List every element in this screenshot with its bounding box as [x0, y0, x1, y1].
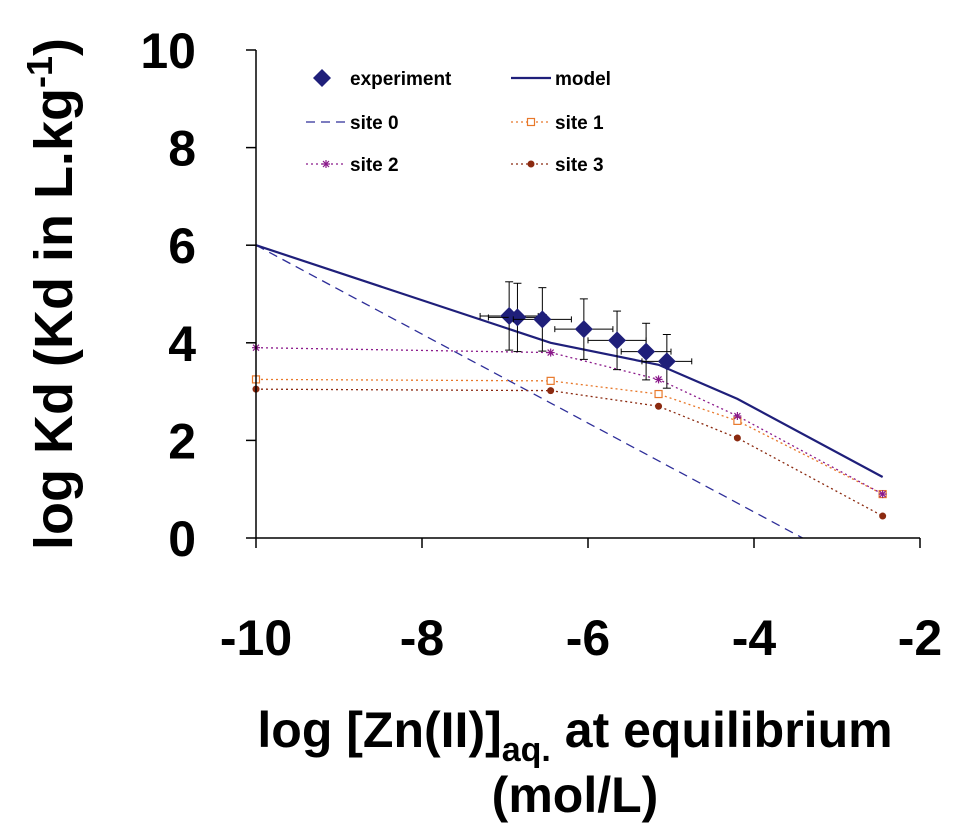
point-site3-1 — [547, 387, 555, 395]
legend-item-experiment: experiment — [313, 69, 452, 90]
y-axis-title-main: log Kd (Kd in L.kg — [24, 88, 84, 550]
experiment-marker-0 — [500, 306, 519, 325]
x-tick-label-1: -8 — [400, 610, 444, 666]
x-tick-label-2: -6 — [566, 610, 610, 666]
legend-label-site2: site 2 — [350, 155, 399, 176]
legend-label-site1: site 1 — [555, 113, 604, 134]
series-line-site2 — [256, 347, 883, 495]
point-site3-3 — [733, 434, 741, 442]
x-axis-title-line2: (mol/L) — [492, 767, 659, 823]
legend-item-site3: site 3 — [511, 155, 604, 176]
legend-label-site0: site 0 — [350, 113, 399, 134]
legend-label-experiment: experiment — [350, 69, 452, 90]
plot-area — [251, 244, 887, 538]
experiment-marker-3 — [574, 320, 593, 339]
legend-marker-site2 — [322, 160, 330, 168]
x-axis-title: log [Zn(II)]aq. at equilibrium — [257, 702, 892, 769]
legend: experiment model site 0 site 1 site 2 site 3 — [306, 69, 611, 176]
experiment-point-2 — [512, 287, 572, 352]
series-line-site1 — [256, 378, 883, 495]
experiment-point-6 — [641, 334, 693, 389]
legend-marker-experiment — [313, 69, 331, 87]
point-site1-1 — [546, 376, 555, 385]
y-tick-label-4: 8 — [168, 121, 196, 177]
experiment-point-4 — [587, 310, 647, 371]
legend-item-model: model — [511, 69, 611, 90]
point-site3-2 — [655, 402, 663, 410]
y-axis-title: log Kd (Kd in L.kg-1) — [19, 38, 84, 550]
y-axis-title-close: ) — [24, 38, 84, 56]
point-site3-4 — [879, 512, 887, 520]
legend-marker-site3 — [527, 160, 535, 168]
y-tick-label-1: 2 — [168, 413, 196, 469]
experiment-marker-4 — [608, 331, 627, 350]
point-site1-2 — [654, 389, 663, 399]
experiment-marker-2 — [533, 310, 552, 329]
x-tick-label-3: -4 — [732, 610, 777, 666]
point-site2-3 — [733, 412, 742, 420]
legend-item-site2: site 2 — [306, 155, 399, 176]
experiment-point-0 — [479, 281, 539, 351]
y-tick-label-2: 4 — [168, 316, 196, 372]
experiment-point-5 — [620, 322, 672, 381]
y-tick-label-0: 0 — [168, 511, 196, 567]
legend-marker-site1 — [526, 117, 536, 127]
legend-item-site1: site 1 — [511, 113, 604, 134]
x-axis-title-rest: at equilibrium — [551, 702, 893, 758]
y-tick-label-3: 6 — [168, 218, 196, 274]
experiment-marker-5 — [637, 342, 656, 361]
series-line-model — [256, 244, 884, 478]
x-tick-label-0: -10 — [220, 610, 292, 666]
legend-label-model: model — [555, 69, 611, 90]
experiment-point-3 — [554, 298, 614, 360]
x-tick-label-4: -2 — [898, 610, 942, 666]
y-tick-label-5: 10 — [140, 23, 196, 79]
y-axis-title-superscript: -1 — [19, 56, 60, 88]
experiment-marker-6 — [657, 352, 676, 371]
legend-item-site0: site 0 — [306, 113, 399, 134]
point-site2-2 — [654, 375, 663, 384]
series-line-site3 — [256, 388, 883, 517]
x-axis-title-main: log [Zn(II)] — [257, 702, 501, 758]
series-line-site0 — [256, 244, 804, 538]
point-site2-1 — [546, 348, 555, 357]
x-axis-title-subscript: aq. — [502, 731, 551, 769]
legend-label-site3: site 3 — [555, 155, 604, 176]
tick-labels: -10 -8 -6 -4 -2 0 2 4 6 8 10 — [140, 23, 942, 666]
point-site2-4 — [878, 490, 887, 499]
